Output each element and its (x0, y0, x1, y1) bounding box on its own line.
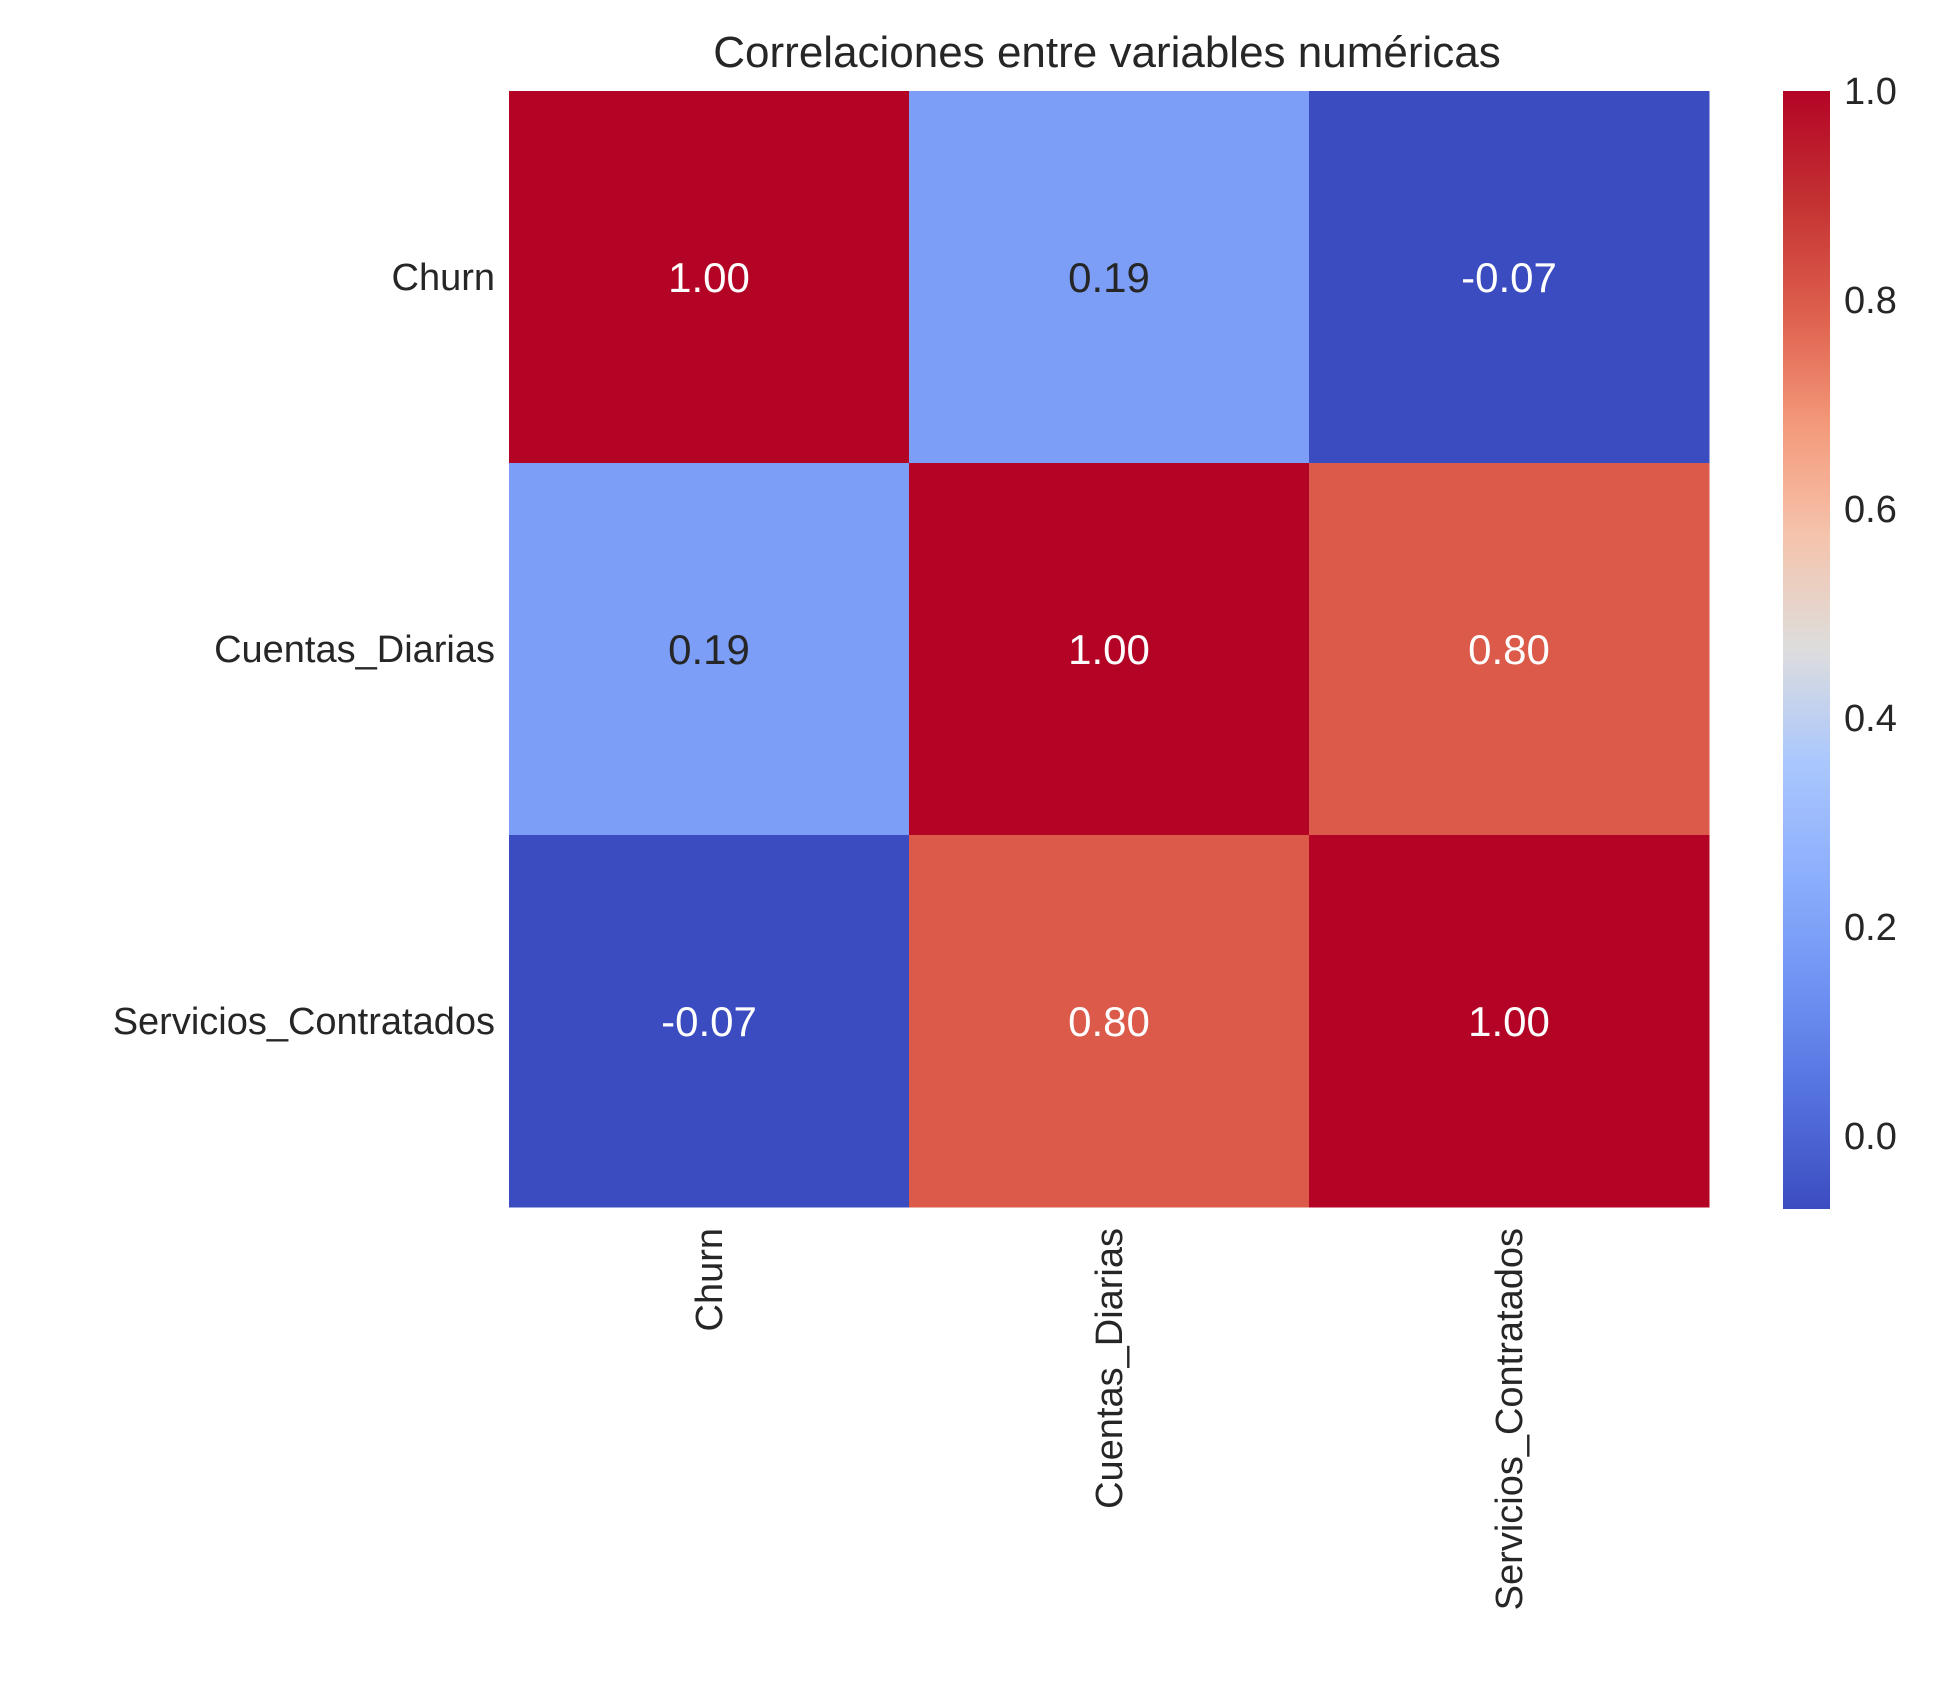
cell-value-label: -0.07 (1461, 254, 1557, 301)
row-tick-label: Servicios_Contratados (113, 1001, 495, 1043)
col-tick-labels: Churn Cuentas_Diarias Servicios_Contratado… (689, 1228, 1531, 1610)
cell-value-label: 1.00 (668, 254, 750, 301)
heatmap-cell (909, 835, 1310, 1208)
cell-value-label: 0.19 (1068, 254, 1150, 301)
cell-value-label: 0.80 (1468, 626, 1550, 673)
col-tick-label: Cuentas_Diarias (1089, 1228, 1131, 1509)
cell-value-label: 0.80 (1068, 998, 1150, 1045)
colorbar: 0.0 0.2 0.4 0.6 0.8 1.0 (1783, 71, 1897, 1209)
colorbar-tick-label: 1.0 (1844, 71, 1897, 113)
colorbar-tick-label: 0.4 (1844, 698, 1897, 740)
colorbar-tick-label: 0.0 (1844, 1116, 1897, 1158)
colorbar-gradient (1783, 91, 1830, 1209)
heatmap-cell (1309, 463, 1710, 836)
col-tick-label: Churn (689, 1228, 731, 1332)
heatmap-cell (1309, 835, 1710, 1208)
cell-value-label: 1.00 (1468, 998, 1550, 1045)
row-tick-label: Churn (392, 257, 496, 299)
row-tick-label: Cuentas_Diarias (214, 629, 495, 671)
heatmap-cell (909, 91, 1310, 464)
heatmap-cell (509, 835, 910, 1208)
cell-value-label: 0.19 (668, 626, 750, 673)
colorbar-tick-label: 0.6 (1844, 489, 1897, 531)
heatmap-cells: 1.00 0.19 -0.07 0.19 1.00 0.80 -0.07 0.80 1.00 (509, 91, 1710, 1208)
heatmap-cell (1309, 91, 1710, 464)
heatmap-cell (909, 463, 1310, 836)
row-tick-labels: Churn Cuentas_Diarias Servicios_Contratado… (113, 257, 495, 1043)
colorbar-tick-label: 0.8 (1844, 280, 1897, 322)
heatmap-cell (509, 463, 910, 836)
cell-value-label: 1.00 (1068, 626, 1150, 673)
heatmap-cell (509, 91, 910, 464)
cell-value-label: -0.07 (661, 998, 757, 1045)
chart-title: Correlaciones entre variables numéricas (713, 28, 1500, 77)
col-tick-label: Servicios_Contratados (1489, 1228, 1531, 1610)
colorbar-tick-label: 0.2 (1844, 907, 1897, 949)
